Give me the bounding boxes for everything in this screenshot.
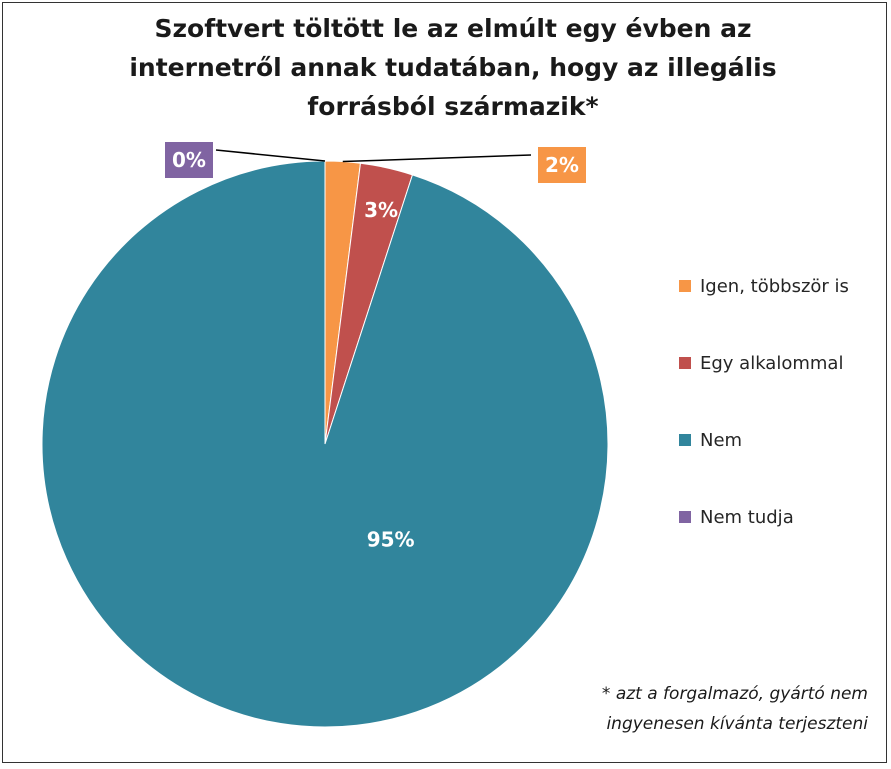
pie-chart: 2% 3% 95% 0% [41,142,609,728]
footnote-line-2: ingyenesen kívánta terjeszteni [606,714,868,734]
legend-label-igen: Igen, többször is [700,275,849,297]
legend-item-egy-alkalommal: Egy alkalommal [679,350,849,376]
leader-line-igen [342,154,532,163]
data-label-box-nem-tudja [165,142,213,178]
chart-title: Szoftvert töltött le az elmúlt egy évben… [83,9,823,126]
legend-swatch-igen [679,280,691,292]
footnote: * azt a forgalmazó, gyártó nem ingyenese… [602,679,868,739]
data-label-text-igen: 2% [545,153,579,177]
data-label-text-egy-alkalommal: 3% [364,198,398,222]
legend-label-nem: Nem [700,429,743,451]
data-label-nem-tudja: 0% [165,142,213,178]
pie-slice-nem [41,160,609,728]
footnote-line-1: * azt a forgalmazó, gyártó nem [601,684,868,704]
data-label-egy-alkalommal: 3% [364,198,398,222]
data-label-nem: 95% [367,528,415,552]
chart-title-line-2: internetről annak tudatában, hogy az ill… [129,53,777,82]
legend-swatch-nem-tudja [679,511,691,523]
data-label-igen: 2% [538,147,586,183]
legend-swatch-nem [679,434,691,446]
data-label-text-nem: 95% [367,528,415,552]
legend-swatch-egy-alkalommal [679,357,691,369]
legend-item-nem-tudja: Nem tudja [679,504,849,530]
chart-title-line-3: forrásból származik* [307,92,599,121]
legend-label-nem-tudja: Nem tudja [700,506,794,528]
data-label-box-igen [538,147,586,183]
legend: Igen, többször is Egy alkalommal Nem Nem… [679,273,849,581]
legend-item-nem: Nem [679,427,849,453]
legend-item-igen: Igen, többször is [679,273,849,299]
data-label-text-nem-tudja: 0% [172,148,206,172]
leader-line-nem-tudja [215,149,326,162]
chart-title-line-1: Szoftvert töltött le az elmúlt egy évben… [154,14,752,43]
legend-label-egy-alkalommal: Egy alkalommal [700,352,844,374]
